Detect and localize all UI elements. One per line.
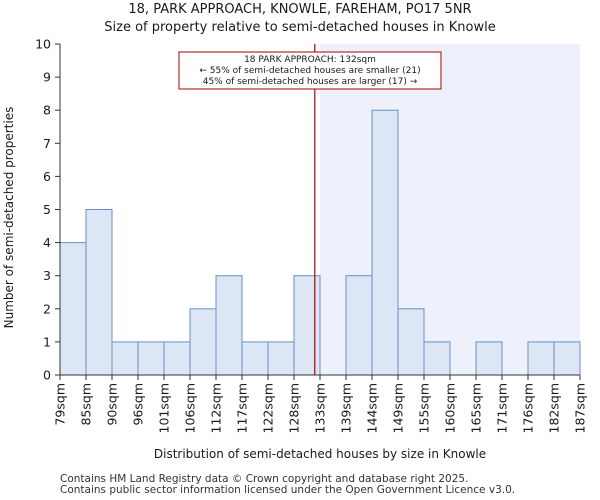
y-tick-label: 7 (43, 136, 51, 151)
bar-90sqm (111, 341, 139, 376)
x-tick-label: 139sqm (339, 383, 354, 433)
y-tick-label: 2 (43, 301, 51, 316)
bar-165sqm (475, 341, 503, 376)
y-tick-label: 6 (43, 169, 51, 184)
x-tick-label: 106sqm (183, 383, 198, 433)
x-tick-label: 122sqm (261, 383, 276, 433)
x-tick-label: 155sqm (417, 383, 432, 433)
bar-122sqm (267, 341, 295, 376)
x-tick-label: 79sqm (53, 383, 68, 426)
annotation-line-1: 18 PARK APPROACH: 132sqm (244, 55, 376, 65)
footer-licence: Contains public sector information licen… (60, 484, 516, 496)
bar-79sqm (59, 242, 87, 376)
bar-149sqm (397, 308, 425, 376)
annotation-line-3: 45% of semi-detached houses are larger (… (203, 77, 418, 87)
y-tick-label: 1 (43, 334, 51, 349)
y-tick-label: 0 (43, 368, 51, 383)
x-tick-label: 149sqm (391, 383, 406, 433)
annotation-line-2: ← 55% of semi-detached houses are smalle… (199, 66, 420, 76)
bar-101sqm (163, 341, 191, 376)
y-tick-label: 5 (43, 202, 51, 217)
chart-title: 18, PARK APPROACH, KNOWLE, FAREHAM, PO17… (128, 2, 472, 17)
chart-subtitle: Size of property relative to semi-detach… (104, 20, 496, 35)
x-tick-label: 90sqm (105, 383, 120, 426)
bar-155sqm (423, 341, 451, 376)
x-tick-label: 144sqm (365, 383, 380, 433)
x-tick-label: 96sqm (131, 383, 146, 426)
y-tick-label: 3 (43, 268, 51, 283)
bar-144sqm (371, 109, 399, 376)
annotation-frame (178, 51, 442, 90)
x-tick-label: 85sqm (79, 383, 94, 426)
bar-182sqm (553, 341, 581, 376)
x-tick-label: 187sqm (573, 383, 588, 433)
x-tick-label: 160sqm (443, 383, 458, 433)
annotation-box: 18 PARK APPROACH: 132sqm ← 55% of semi-d… (178, 51, 442, 90)
bar-128sqm (293, 275, 321, 376)
x-tick-label: 112sqm (209, 383, 224, 433)
x-tick-label: 176sqm (521, 383, 536, 433)
histogram-chart: 0 1 2 3 4 5 6 7 8 9 10 79sqm 85sqm 90sqm 96sqm 101sqm 1… (2, 37, 588, 462)
bar-176sqm (527, 341, 555, 376)
x-tick-label: 165sqm (469, 383, 484, 433)
y-tick-label: 8 (43, 103, 51, 118)
x-tick-label: 133sqm (313, 383, 328, 433)
x-tick-label: 117sqm (235, 383, 250, 433)
x-tick-label: 101sqm (157, 383, 172, 433)
y-tick-label: 4 (43, 235, 51, 250)
x-tick-label: 171sqm (495, 383, 510, 433)
x-tick-label: 128sqm (287, 383, 302, 433)
bar-106sqm (189, 308, 217, 376)
y-tick-label: 10 (35, 37, 51, 52)
bar-112sqm (215, 275, 243, 376)
bar-139sqm (345, 275, 373, 376)
bar-117sqm (241, 341, 269, 376)
bar-96sqm (137, 341, 165, 376)
y-axis-label: Number of semi-detached properties (2, 107, 16, 329)
bar-85sqm (85, 209, 113, 376)
x-tick-label: 182sqm (547, 383, 562, 433)
y-tick-label: 9 (43, 70, 51, 85)
footer-copyright: Contains HM Land Registry data © Crown c… (60, 473, 469, 485)
x-axis-label: Distribution of semi-detached houses by … (154, 447, 486, 461)
